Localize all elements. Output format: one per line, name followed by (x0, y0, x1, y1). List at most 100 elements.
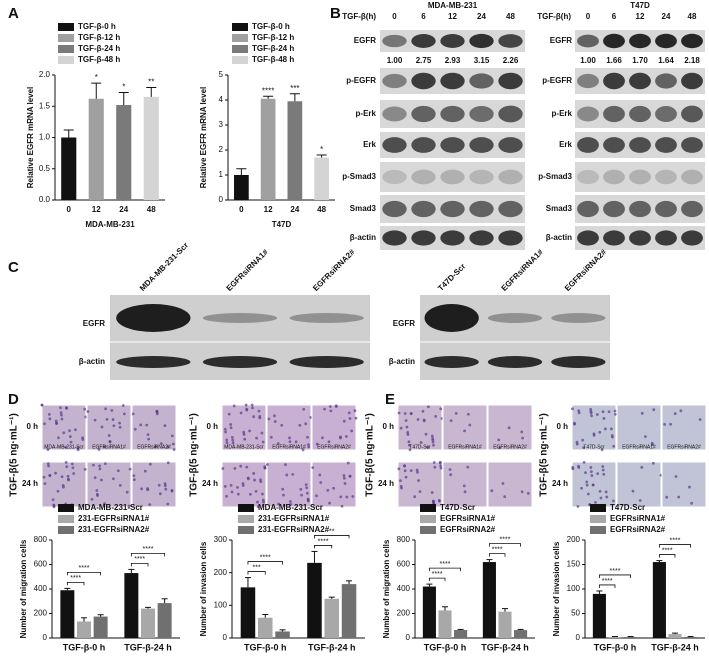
blot-band (629, 200, 651, 218)
blot-band (469, 230, 494, 246)
legend-swatch (232, 34, 248, 42)
blot-band (382, 137, 407, 153)
cell (93, 418, 97, 422)
y-axis-label: Number of migration cells (382, 539, 391, 638)
cell (342, 476, 346, 480)
cell (231, 441, 235, 445)
legend-swatch (58, 526, 74, 534)
bracket (130, 553, 166, 557)
blot-band (382, 73, 407, 89)
x-axis-label: MDA-MB-231 (85, 220, 135, 229)
row-label: 24 h (22, 479, 38, 488)
blot-band (498, 200, 523, 218)
cell (122, 412, 126, 416)
cell (225, 438, 229, 442)
blot-band (629, 105, 651, 123)
bar (157, 603, 172, 638)
cell (334, 404, 338, 408)
cell (252, 472, 256, 475)
legend-swatch (58, 504, 74, 512)
significance: * (95, 73, 98, 82)
micrograph (616, 461, 662, 508)
cell (60, 417, 64, 421)
cell (56, 489, 60, 493)
cell (103, 462, 107, 466)
cell (132, 474, 136, 478)
cell (582, 460, 586, 464)
cell (261, 440, 265, 444)
cell (221, 467, 225, 470)
cell (59, 406, 62, 410)
cell (397, 467, 401, 471)
cell (399, 479, 402, 483)
cell (403, 469, 407, 473)
cell (71, 466, 75, 470)
row-label: EGFR (550, 36, 572, 45)
cell (54, 419, 58, 423)
blot-band (629, 169, 651, 185)
cell (604, 490, 608, 494)
cell (592, 433, 596, 437)
cell (306, 499, 310, 503)
bracket (66, 581, 85, 586)
blot-band (411, 169, 436, 185)
blot-band (469, 33, 494, 49)
cell (229, 426, 233, 430)
y-tick-label: 2.0 (39, 70, 51, 79)
cell (252, 415, 256, 419)
y-tick-label: 0 (576, 633, 581, 642)
blot-band (469, 73, 494, 89)
blot-band (382, 200, 407, 218)
x-tick-label: TGF-β-0 h (594, 642, 637, 652)
cell (55, 422, 58, 425)
cell (468, 423, 472, 427)
bar (422, 586, 436, 638)
cell (65, 406, 68, 410)
cell (602, 472, 606, 476)
cell (65, 465, 69, 469)
cell (354, 416, 358, 420)
blot-band (411, 105, 436, 123)
blot-band (289, 313, 364, 323)
row-label: EGFR (393, 319, 415, 328)
blot-band (629, 137, 651, 153)
lane-label: EGFRsiRNA1# (500, 247, 546, 293)
cell (170, 489, 174, 493)
quant: 2.18 (684, 56, 700, 65)
micrograph (41, 404, 87, 451)
cell (243, 437, 247, 441)
cell (663, 422, 666, 426)
cell (140, 487, 144, 491)
cell (112, 424, 116, 428)
cell (614, 412, 617, 416)
cell (589, 411, 593, 415)
cell (83, 467, 87, 471)
cell (612, 444, 616, 448)
lane-label: EGFRsiRNA1# (448, 444, 482, 450)
row-label: Smad3 (350, 204, 377, 213)
legend-label: TGF-β-0 h (78, 22, 116, 31)
blot-band (202, 313, 278, 323)
cell (307, 445, 311, 449)
panel-label: C (8, 259, 19, 276)
blot-band (681, 33, 703, 49)
cell (581, 438, 585, 442)
legend-label: TGF-β-24 h (252, 44, 294, 53)
cell (46, 448, 50, 451)
cell (348, 417, 352, 420)
cell (688, 485, 691, 489)
cell (406, 433, 410, 436)
cell (430, 434, 434, 438)
cell (651, 461, 655, 465)
cell (602, 417, 606, 420)
cell (582, 446, 586, 450)
legend-label: TGF-β-0 h (252, 22, 290, 31)
cell (323, 407, 327, 411)
bar (240, 587, 256, 638)
cell (46, 462, 50, 466)
cell (613, 409, 617, 413)
cell (116, 469, 120, 473)
bracket (599, 584, 616, 588)
cell (589, 407, 593, 411)
blot-band (411, 137, 436, 153)
